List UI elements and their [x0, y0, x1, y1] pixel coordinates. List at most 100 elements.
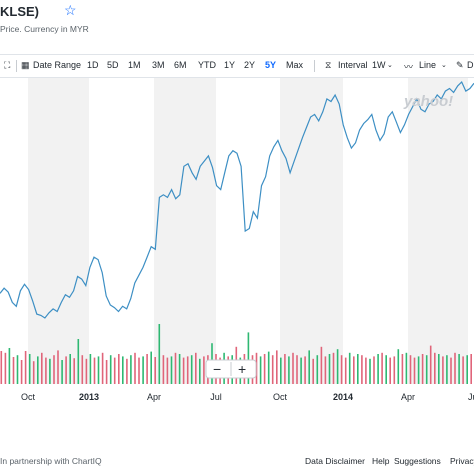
chart-footer: In partnership with ChartIQ Data Disclai…: [0, 452, 474, 474]
interval-value[interactable]: 1W: [372, 60, 386, 70]
interval-icon[interactable]: ⧖: [325, 60, 332, 70]
volume-bar: [85, 358, 88, 384]
volume-bar: [113, 357, 116, 384]
x-tick-label: Apr: [401, 392, 415, 402]
volume-bar: [470, 354, 472, 384]
volume-bar: [381, 352, 383, 384]
watermark-logo: yahoo!: [403, 93, 453, 110]
volume-bar: [118, 354, 120, 384]
volume-bar: [385, 355, 387, 384]
volume-bar: [397, 349, 400, 384]
quote-header: KLSE) ☆ Price. Currency in MYR: [0, 0, 474, 44]
chart-band: [408, 78, 468, 384]
range-1y[interactable]: 1Y: [224, 60, 236, 70]
volume-bar: [170, 356, 173, 384]
toolbar-divider: [314, 60, 315, 72]
volume-bar: [377, 354, 379, 384]
range-ytd[interactable]: YTD: [198, 60, 216, 70]
volume-bar: [365, 357, 367, 384]
privacy-link[interactable]: Privacy: [450, 456, 474, 466]
suggestions-link[interactable]: Suggestions: [394, 456, 441, 466]
volume-bar: [182, 357, 185, 384]
range-3m[interactable]: 3M: [152, 60, 165, 70]
range-1d[interactable]: 1D: [87, 60, 99, 70]
chart-band: [154, 78, 216, 384]
calendar-icon[interactable]: ▦: [21, 60, 30, 70]
line-chart-icon[interactable]: 〰: [404, 62, 414, 72]
data-disclaimer-link[interactable]: Data Disclaimer: [305, 456, 365, 466]
volume-bar: [12, 357, 15, 384]
help-link[interactable]: Help: [372, 456, 390, 466]
volume-bar: [340, 355, 343, 384]
volume-bar: [320, 346, 323, 384]
volume-bar: [16, 355, 19, 384]
date-range-button[interactable]: Date Range: [33, 60, 82, 70]
volume-bar: [446, 355, 448, 384]
draw-button[interactable]: D: [467, 60, 474, 70]
chart-band: [28, 78, 89, 384]
volume-bar: [389, 357, 391, 384]
price-chart[interactable]: yahoo! − + Oct 2013 Apr Jul Oct 2014 Apr Ju: [0, 78, 474, 452]
alternating-bands: [28, 78, 468, 384]
chevron-down-icon[interactable]: ⌄: [441, 62, 447, 69]
volume-bar: [134, 352, 136, 384]
chevron-down-icon[interactable]: ⌄: [387, 62, 393, 69]
x-tick-label: Ju: [468, 392, 474, 402]
ticker-title: KLSE): [0, 4, 39, 19]
range-2y[interactable]: 2Y: [244, 60, 256, 70]
volume-bar: [77, 339, 80, 384]
range-5d[interactable]: 5D: [107, 60, 119, 70]
volume-bar: [344, 357, 347, 384]
volume-bar: [138, 357, 140, 384]
volume-bar: [425, 355, 428, 384]
range-1m[interactable]: 1M: [128, 60, 141, 70]
volume-bar: [413, 357, 416, 384]
volume-bar: [61, 360, 63, 384]
volume-bar: [0, 351, 3, 384]
zoom-out-button[interactable]: −: [213, 361, 221, 377]
volume-bar: [259, 356, 262, 384]
x-tick-label: Oct: [21, 392, 36, 402]
chart-type-button[interactable]: Line: [419, 60, 437, 70]
volume-bar: [308, 350, 310, 384]
chart-toolbar: ⛶ ▦ Date Range 1D 5D 1M 3M 6M YTD 1Y 2Y …: [0, 54, 474, 78]
volume-bar: [49, 358, 51, 384]
partner-text: In partnership with ChartIQ: [0, 456, 102, 466]
interval-button[interactable]: Interval: [338, 60, 368, 70]
fullscreen-icon[interactable]: ⛶: [4, 60, 11, 70]
volume-bar: [97, 356, 100, 384]
range-5y[interactable]: 5Y: [265, 60, 277, 70]
currency-subtitle: Price. Currency in MYR: [0, 24, 89, 34]
volume-bar: [4, 352, 7, 384]
volume-bar: [393, 356, 396, 384]
volume-bar: [166, 357, 169, 384]
volume-bar: [438, 354, 440, 384]
volume-bar: [271, 355, 274, 384]
volume-bar: [203, 356, 205, 384]
volume-bar: [417, 356, 420, 384]
volume-bar: [126, 358, 128, 384]
draw-icon[interactable]: ✎: [456, 60, 464, 70]
volume-bar: [405, 352, 408, 384]
x-tick-label: 2013: [79, 392, 99, 402]
star-outline-icon[interactable]: ☆: [64, 2, 77, 18]
volume-bar: [357, 354, 359, 384]
volume-bar: [247, 332, 250, 384]
volume-bar: [373, 356, 375, 384]
volume-bar: [328, 354, 331, 384]
volume-bar: [8, 348, 11, 384]
range-6m[interactable]: 6M: [174, 60, 187, 70]
zoom-in-button[interactable]: +: [238, 361, 246, 377]
volume-bar: [462, 356, 464, 384]
volume-bar: [162, 355, 165, 384]
volume-bar: [174, 352, 177, 384]
volume-bar: [41, 352, 43, 384]
volume-bar: [304, 356, 306, 384]
volume-bar: [57, 350, 59, 384]
range-max[interactable]: Max: [286, 60, 304, 70]
x-axis-ticks: Oct 2013 Apr Jul Oct 2014 Apr Ju: [21, 392, 474, 402]
volume-bar: [263, 354, 266, 384]
volume-bar: [73, 358, 75, 384]
zoom-control[interactable]: − +: [205, 359, 257, 379]
volume-bar: [45, 357, 47, 384]
